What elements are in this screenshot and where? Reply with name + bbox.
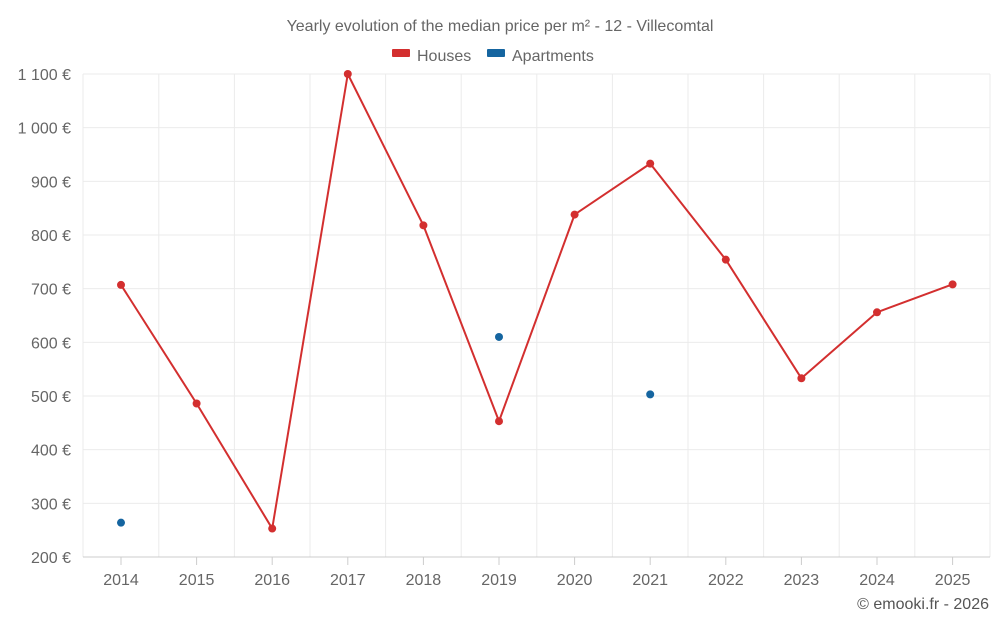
x-tick-label: 2014 — [103, 572, 139, 589]
x-tick-label: 2017 — [330, 572, 366, 589]
legend-houses-swatch — [392, 49, 410, 57]
legend-apartments-swatch — [487, 49, 505, 57]
series — [117, 70, 957, 533]
x-tick-label: 2020 — [557, 572, 593, 589]
x-tick-label: 2023 — [784, 572, 820, 589]
grid — [82, 73, 991, 557]
data-point-houses-2022[interactable] — [721, 255, 730, 264]
data-point-apartments-2014[interactable] — [117, 518, 125, 527]
data-point-houses-2024[interactable] — [873, 308, 881, 317]
y-tick-label: 200 € — [31, 550, 71, 567]
legend-apartments-label[interactable]: Apartments — [512, 48, 594, 65]
chart-title: Yearly evolution of the median price per… — [287, 18, 714, 35]
series-apartments — [117, 332, 655, 527]
chart-legend: Houses Apartments — [392, 48, 594, 65]
x-tick-label: 2024 — [859, 572, 895, 589]
y-tick-label: 1 100 € — [18, 67, 71, 84]
x-tick-label: 2022 — [708, 572, 744, 589]
data-point-houses-2014[interactable] — [117, 280, 125, 289]
series-houses-line — [120, 73, 953, 530]
x-axis-ticks: 2014 2015 2016 2017 2018 2019 2020 2021 2022 2023… — [103, 572, 970, 589]
x-tick-label: 2016 — [254, 572, 290, 589]
y-tick-label: 500 € — [31, 389, 71, 406]
y-tick-label: 400 € — [31, 443, 71, 460]
data-point-houses-2017[interactable] — [343, 70, 352, 78]
y-tick-label: 300 € — [31, 496, 71, 513]
data-point-houses-2021[interactable] — [646, 159, 655, 168]
y-tick-label: 900 € — [31, 174, 71, 191]
data-point-apartments-2019[interactable] — [495, 332, 503, 341]
data-point-houses-2018[interactable] — [419, 221, 428, 230]
axes — [83, 556, 990, 565]
data-point-houses-2015[interactable] — [192, 399, 201, 408]
y-tick-label: 800 € — [31, 228, 71, 245]
x-tick-label: 2018 — [406, 572, 442, 589]
x-tick-label: 2021 — [632, 572, 668, 589]
x-tick-label: 2025 — [935, 572, 971, 589]
legend-houses-label[interactable]: Houses — [417, 48, 471, 65]
y-axis-ticks: 200 € 300 € 400 € 500 € 600 € 700 € 800 € 900 €… — [18, 67, 71, 567]
data-point-houses-2023[interactable] — [797, 374, 806, 383]
x-tick-label: 2019 — [481, 572, 517, 589]
data-point-houses-2020[interactable] — [570, 210, 579, 219]
credit-text: © emooki.fr - 2026 — [857, 596, 989, 613]
data-point-houses-2025[interactable] — [948, 280, 957, 289]
data-point-apartments-2021[interactable] — [646, 390, 655, 399]
series-houses — [117, 70, 957, 533]
data-point-houses-2016[interactable] — [268, 524, 277, 533]
y-tick-label: 1 000 € — [18, 121, 71, 138]
data-point-houses-2019[interactable] — [495, 417, 503, 426]
x-tick-label: 2015 — [179, 572, 215, 589]
y-tick-label: 600 € — [31, 335, 71, 352]
y-tick-label: 700 € — [31, 282, 71, 299]
